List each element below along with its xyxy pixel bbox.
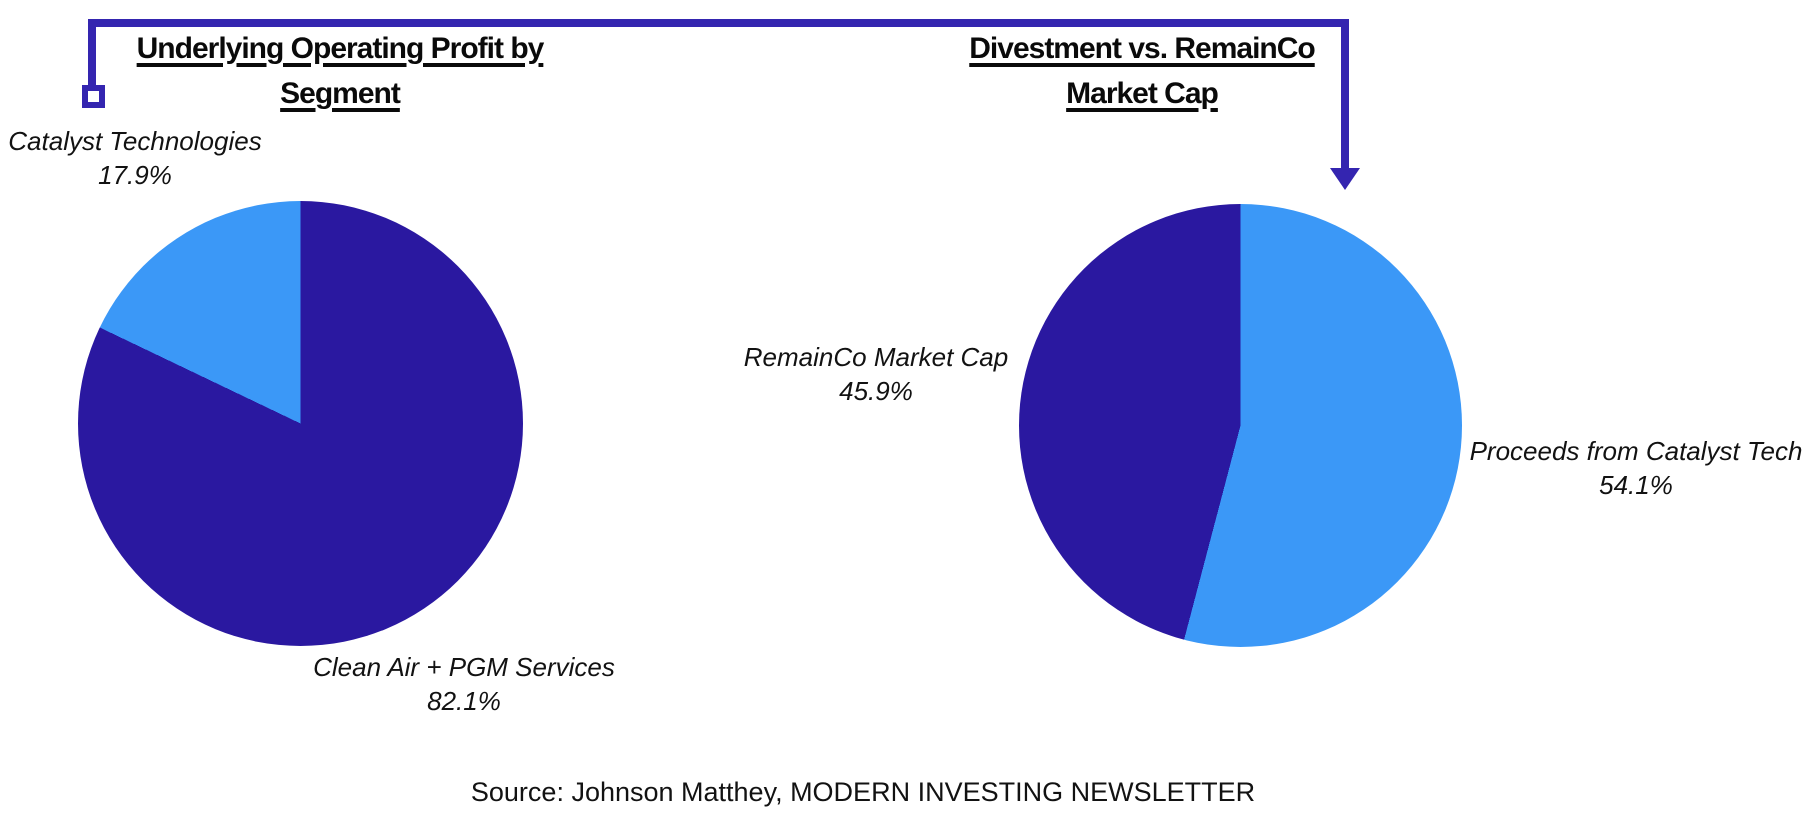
- label-catalyst-technologies: Catalyst Technologies 17.9%: [0, 124, 285, 192]
- label-clean-air-pgm-services: Clean Air + PGM Services 82.1%: [284, 650, 644, 718]
- connector-segment-right-vertical: [1341, 19, 1349, 170]
- pie-divestment-vs-remainco: [1019, 204, 1462, 647]
- label-remainco-market-cap: RemainCo Market Cap 45.9%: [696, 340, 1056, 408]
- left-chart-title-line-1: Underlying Operating Profit by: [136, 32, 545, 65]
- source-attribution: Source: Johnson Matthey, MODERN INVESTIN…: [470, 777, 1256, 807]
- label-remainco-market-cap-pct: 45.9%: [839, 376, 913, 406]
- right-chart-title-line-2: Market Cap: [1066, 77, 1219, 110]
- label-clean-air-pgm-services-pct: 82.1%: [427, 686, 501, 716]
- connector-segment-left-vertical: [88, 19, 96, 88]
- label-proceeds-from-catalyst-tech: Proceeds from Catalyst Tech 54.1%: [1446, 434, 1809, 502]
- pie-operating-profit-by-segment: [78, 201, 523, 646]
- label-proceeds-from-catalyst-tech-pct: 54.1%: [1599, 470, 1673, 500]
- left-chart-title: Underlying Operating Profit by Segment: [60, 26, 620, 116]
- label-catalyst-technologies-text: Catalyst Technologies: [8, 126, 262, 156]
- right-chart-title: Divestment vs. RemainCo Market Cap: [862, 26, 1422, 116]
- connector-arrowhead-icon: [1330, 168, 1360, 190]
- label-catalyst-technologies-pct: 17.9%: [98, 160, 172, 190]
- label-proceeds-from-catalyst-tech-text: Proceeds from Catalyst Tech: [1469, 436, 1803, 466]
- right-chart-title-line-1: Divestment vs. RemainCo: [969, 32, 1315, 65]
- connector-start-square-marker: [82, 85, 105, 108]
- label-clean-air-pgm-services-text: Clean Air + PGM Services: [313, 652, 615, 682]
- left-chart-title-line-2: Segment: [280, 77, 401, 110]
- connector-segment-top-horizontal: [88, 19, 1349, 27]
- label-remainco-market-cap-text: RemainCo Market Cap: [743, 342, 1009, 372]
